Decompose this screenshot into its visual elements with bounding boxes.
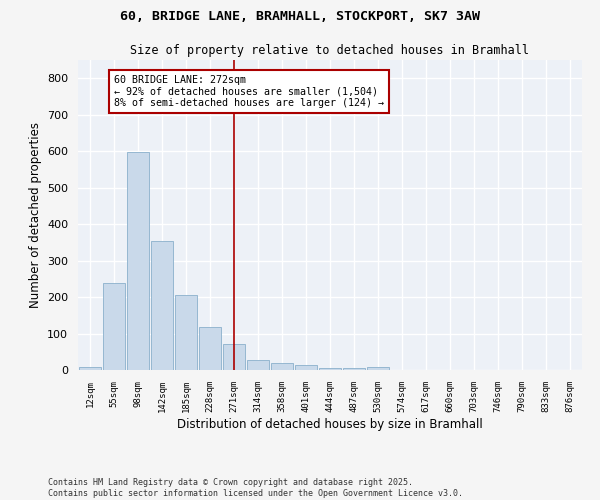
Bar [103, 283, 125, 370]
Bar [271, 364, 293, 370]
Text: 60, BRIDGE LANE, BRAMHALL, STOCKPORT, SK7 3AW: 60, BRIDGE LANE, BRAMHALL, STOCKPORT, SK… [120, 10, 480, 23]
Bar [79, 367, 101, 370]
X-axis label: Distribution of detached houses by size in Bramhall: Distribution of detached houses by size … [177, 418, 483, 430]
Text: Contains HM Land Registry data © Crown copyright and database right 2025.
Contai: Contains HM Land Registry data © Crown c… [48, 478, 463, 498]
Y-axis label: Number of detached properties: Number of detached properties [29, 122, 41, 308]
Bar [223, 344, 245, 370]
Bar [367, 367, 389, 370]
Bar [343, 368, 365, 370]
Bar [199, 328, 221, 370]
Bar [127, 152, 149, 370]
Text: 60 BRIDGE LANE: 272sqm
← 92% of detached houses are smaller (1,504)
8% of semi-d: 60 BRIDGE LANE: 272sqm ← 92% of detached… [114, 74, 384, 108]
Bar [295, 366, 317, 370]
Bar [319, 368, 341, 370]
Bar [151, 240, 173, 370]
Bar [175, 294, 197, 370]
Title: Size of property relative to detached houses in Bramhall: Size of property relative to detached ho… [131, 44, 530, 58]
Bar [247, 360, 269, 370]
